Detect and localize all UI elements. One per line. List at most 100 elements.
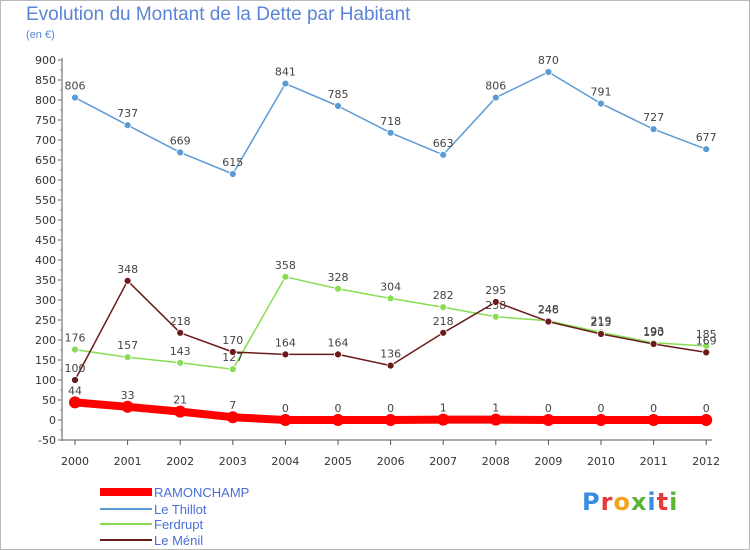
x-tick-label: 2011	[640, 455, 668, 468]
data-point	[597, 330, 605, 338]
data-point	[491, 298, 500, 306]
data-point	[647, 414, 660, 426]
data-label: 718	[380, 115, 401, 128]
legend-label: RAMONCHAMP	[154, 485, 249, 500]
x-tick-label: 2000	[61, 455, 89, 468]
data-label: 164	[328, 336, 349, 349]
data-point	[491, 312, 500, 321]
y-tick-label: 750	[35, 114, 56, 127]
data-point	[384, 414, 397, 426]
data-label: 295	[485, 284, 506, 297]
data-label: 176	[65, 332, 86, 345]
data-point	[332, 414, 344, 426]
data-label: 737	[117, 107, 138, 120]
data-point	[71, 376, 79, 384]
data-point	[595, 414, 607, 426]
y-tick-label: 350	[35, 274, 56, 287]
data-label: 615	[222, 156, 243, 169]
data-point	[702, 145, 711, 154]
y-tick-label: 650	[35, 154, 56, 167]
data-label: 0	[545, 402, 552, 415]
data-point	[386, 294, 395, 303]
x-tick-label: 2007	[429, 455, 457, 468]
data-label: 215	[591, 316, 612, 329]
data-label: 219	[591, 314, 612, 327]
data-label: 190	[643, 326, 664, 339]
y-tick-label: 250	[35, 314, 56, 327]
data-label: 0	[282, 402, 289, 415]
data-label: 870	[538, 54, 559, 67]
data-label: 170	[222, 334, 243, 347]
data-label: 246	[538, 304, 559, 317]
data-label: 358	[275, 259, 296, 272]
y-tick-label: 900	[35, 54, 56, 67]
data-label: 304	[380, 280, 401, 293]
data-point	[123, 121, 132, 130]
data-point	[123, 276, 132, 285]
data-point	[597, 99, 605, 108]
data-label: 218	[433, 315, 454, 328]
data-label: 33	[121, 389, 135, 402]
data-point	[71, 345, 79, 354]
x-tick-label: 2002	[166, 455, 194, 468]
data-point	[649, 340, 658, 348]
data-point	[439, 303, 448, 312]
data-label: 806	[65, 80, 86, 93]
x-tick-label: 2003	[219, 455, 247, 468]
data-label: 677	[696, 131, 717, 144]
y-tick-label: 850	[35, 74, 56, 87]
data-point	[542, 414, 555, 426]
data-label: 0	[335, 402, 342, 415]
x-tick-label: 2005	[324, 455, 352, 468]
x-tick-label: 2012	[692, 455, 720, 468]
y-tick-label: 400	[35, 254, 56, 267]
data-label: 0	[598, 402, 605, 415]
data-label: 1	[492, 402, 499, 415]
data-label: 157	[117, 339, 138, 352]
data-label: 348	[117, 263, 138, 276]
data-point	[281, 79, 290, 88]
data-label: 143	[170, 345, 191, 358]
data-point	[228, 348, 237, 356]
data-label: 0	[703, 402, 710, 415]
data-point	[123, 353, 132, 362]
data-label: 727	[643, 111, 664, 124]
data-label: 44	[68, 384, 82, 397]
data-label: 669	[170, 134, 191, 147]
legend-label: Le Thillot	[154, 502, 207, 517]
data-point	[121, 400, 134, 413]
data-point	[69, 396, 81, 409]
y-tick-label: 500	[35, 214, 56, 227]
data-point	[226, 411, 239, 424]
x-tick-label: 2001	[114, 455, 142, 468]
data-label: 127	[222, 351, 243, 364]
data-label: 328	[328, 271, 349, 284]
data-point	[174, 405, 187, 418]
data-point	[176, 358, 185, 367]
data-label: 785	[328, 88, 349, 101]
data-point	[334, 350, 342, 359]
data-label: 100	[65, 362, 86, 375]
x-tick-label: 2006	[377, 455, 405, 468]
y-tick-label: 550	[35, 194, 56, 207]
y-tick-label: 600	[35, 174, 56, 187]
x-tick-label: 2004	[271, 455, 299, 468]
data-point	[334, 102, 342, 110]
data-point	[281, 272, 290, 281]
data-point	[544, 68, 553, 76]
data-label: 0	[387, 402, 394, 415]
data-label: 663	[433, 137, 454, 150]
x-tick-label: 2009	[534, 455, 562, 468]
chart-title: Evolution du Montant de la Dette par Hab…	[26, 4, 411, 25]
data-point	[439, 150, 448, 159]
data-label: 1	[440, 402, 447, 415]
data-label: 169	[696, 334, 717, 347]
y-tick-label: 800	[35, 94, 56, 107]
data-label: 248	[538, 303, 559, 316]
chart-subtitle: (en €)	[26, 29, 55, 41]
data-point	[702, 348, 711, 357]
legend-label: Le Ménil	[154, 533, 203, 548]
data-point	[176, 328, 185, 337]
